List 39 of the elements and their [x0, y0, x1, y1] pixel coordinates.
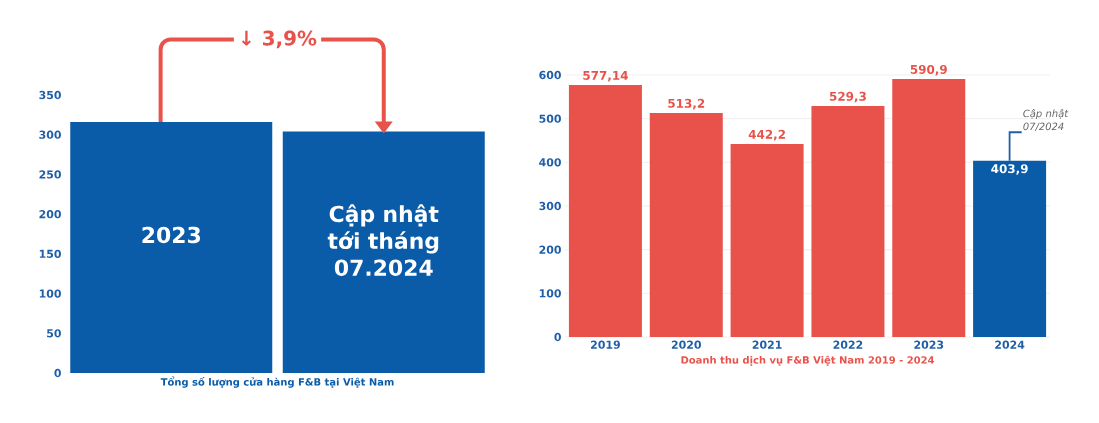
x-tick-label: 2024: [995, 340, 1025, 349]
x-tick-label: 2023: [914, 340, 944, 349]
data-label: 403,9: [991, 164, 1028, 175]
y-tick-label: 350: [39, 90, 61, 100]
bar: [568, 84, 642, 337]
x-tick-label: 2023: [142, 226, 201, 244]
data-label: 577,14: [583, 71, 628, 82]
bar: [649, 112, 723, 337]
x-tick-label: 2022: [833, 340, 863, 349]
y-tick-label: 300: [39, 130, 61, 139]
bar: [892, 78, 966, 337]
y-tick-label: 0: [554, 332, 561, 342]
x-tick-label: 2021: [752, 340, 782, 349]
annotation: Cập nhật 07/2024: [1023, 109, 1069, 131]
y-tick-label: 250: [39, 170, 61, 179]
y-tick-label: 400: [539, 158, 561, 167]
y-tick-label: 50: [47, 329, 61, 338]
y-tick-label: 100: [539, 289, 561, 298]
x-axis-title: Tổng số lượng cửa hàng F&B tại Việt Nam: [160, 376, 394, 388]
bar: [811, 105, 885, 337]
y-tick-label: 600: [539, 70, 561, 80]
data-label: 529,3: [829, 91, 866, 103]
y-tick-label: 100: [39, 289, 61, 298]
y-tick-label: 300: [539, 201, 561, 211]
y-tick-label: 200: [39, 210, 61, 219]
x-tick-label: Cập nhật tới tháng 07.2024: [327, 204, 439, 277]
annotation: ↓ 3,9%: [241, 30, 317, 49]
data-label: 590,9: [910, 64, 947, 76]
x-axis-title: Doanh thu dịch vụ F&B Việt Nam 2019 - 2024: [681, 355, 935, 366]
bar: [730, 143, 804, 337]
y-tick-label: 150: [39, 249, 61, 258]
y-tick-label: 0: [54, 368, 61, 378]
x-tick-label: 2020: [671, 340, 701, 349]
y-tick-label: 500: [539, 114, 561, 123]
x-tick-label: 2019: [591, 340, 620, 349]
data-label: 442,2: [748, 129, 785, 141]
data-label: 513,2: [668, 98, 705, 110]
y-tick-label: 200: [539, 245, 561, 254]
bar: [973, 160, 1047, 337]
